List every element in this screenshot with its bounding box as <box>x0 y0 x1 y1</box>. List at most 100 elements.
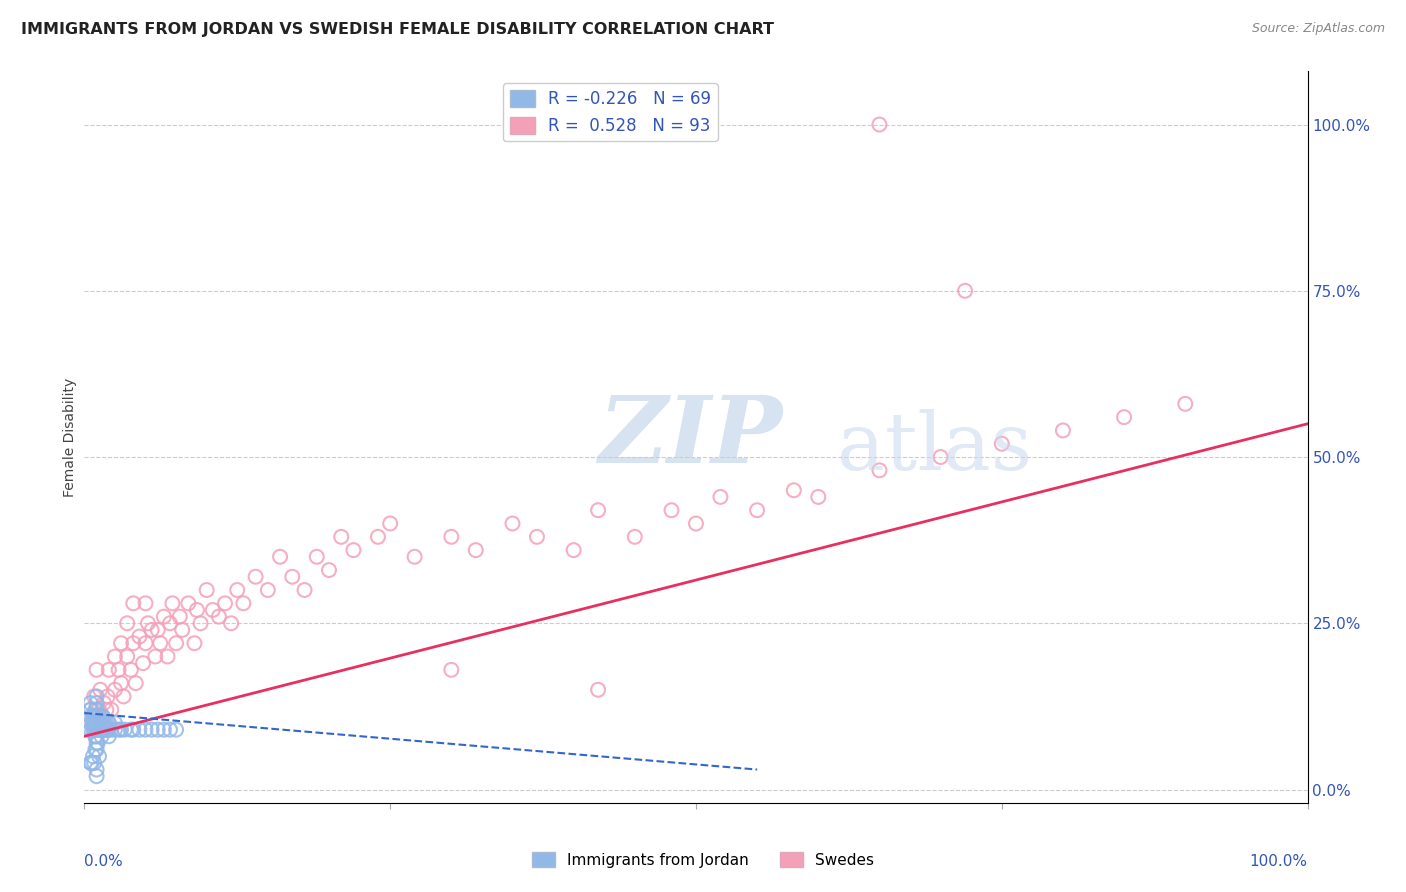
Point <box>79 703 101 717</box>
Point <box>84 703 107 717</box>
Point <box>84 729 107 743</box>
Point <box>115 649 138 664</box>
Point <box>83 690 105 704</box>
Point <box>146 623 169 637</box>
Point <box>149 636 172 650</box>
Point <box>162 596 184 610</box>
Point <box>232 596 254 610</box>
Point <box>125 676 148 690</box>
Point <box>83 756 105 770</box>
Point <box>128 723 150 737</box>
Point <box>135 636 157 650</box>
Text: ZIP: ZIP <box>598 392 782 482</box>
Point <box>86 763 108 777</box>
Point <box>86 742 108 756</box>
Point <box>709 490 731 504</box>
Point <box>440 663 463 677</box>
Point <box>86 736 108 750</box>
Point <box>1114 410 1136 425</box>
Point <box>153 723 176 737</box>
Point <box>1052 424 1074 438</box>
Point <box>93 696 115 710</box>
Point <box>132 656 155 670</box>
Point <box>367 530 389 544</box>
Point <box>86 729 108 743</box>
Point <box>380 516 402 531</box>
Point <box>869 118 891 132</box>
Point <box>104 682 127 697</box>
Point <box>97 723 120 737</box>
Text: 100.0%: 100.0% <box>1250 854 1308 869</box>
Point <box>79 756 101 770</box>
Point <box>86 709 108 723</box>
Point <box>146 723 169 737</box>
Point <box>120 723 142 737</box>
Point <box>269 549 291 564</box>
Point <box>97 716 120 731</box>
Point <box>318 563 340 577</box>
Point <box>83 709 105 723</box>
Point <box>226 582 249 597</box>
Point <box>83 716 105 731</box>
Point <box>120 663 142 677</box>
Point <box>136 616 159 631</box>
Point <box>245 570 267 584</box>
Point <box>86 690 108 704</box>
Point <box>87 736 110 750</box>
Point <box>440 530 463 544</box>
Point <box>114 723 136 737</box>
Text: atlas: atlas <box>837 409 1032 487</box>
Point <box>342 543 364 558</box>
Point <box>87 749 110 764</box>
Point <box>82 749 104 764</box>
Point <box>330 530 353 544</box>
Point <box>869 463 891 477</box>
Point <box>208 609 231 624</box>
Point <box>79 703 101 717</box>
Point <box>104 723 127 737</box>
Point <box>96 716 118 731</box>
Point <box>110 723 132 737</box>
Point <box>91 723 114 737</box>
Point <box>122 636 145 650</box>
Point <box>169 609 191 624</box>
Point <box>89 716 111 731</box>
Point <box>83 723 105 737</box>
Point <box>128 630 150 644</box>
Point <box>104 716 127 731</box>
Point <box>110 676 132 690</box>
Point <box>89 682 111 697</box>
Point <box>86 703 108 717</box>
Point <box>86 716 108 731</box>
Point <box>90 729 112 743</box>
Point <box>159 616 181 631</box>
Point <box>1174 397 1197 411</box>
Point <box>97 729 120 743</box>
Point <box>82 716 104 731</box>
Point <box>502 516 524 531</box>
Point <box>104 649 127 664</box>
Point <box>190 616 212 631</box>
Point <box>79 696 101 710</box>
Point <box>586 682 609 697</box>
Point <box>90 723 112 737</box>
Point <box>86 663 108 677</box>
Point <box>87 716 110 731</box>
Point <box>219 616 242 631</box>
Point <box>84 742 107 756</box>
Point <box>135 596 157 610</box>
Point <box>257 582 280 597</box>
Point <box>586 503 609 517</box>
Point <box>305 549 328 564</box>
Point <box>93 723 115 737</box>
Point <box>96 703 118 717</box>
Point <box>122 723 145 737</box>
Y-axis label: Female Disability: Female Disability <box>63 377 77 497</box>
Point <box>97 723 120 737</box>
Point <box>90 723 112 737</box>
Point <box>90 709 112 723</box>
Point <box>177 596 200 610</box>
Point <box>84 723 107 737</box>
Point <box>122 596 145 610</box>
Point <box>115 616 138 631</box>
